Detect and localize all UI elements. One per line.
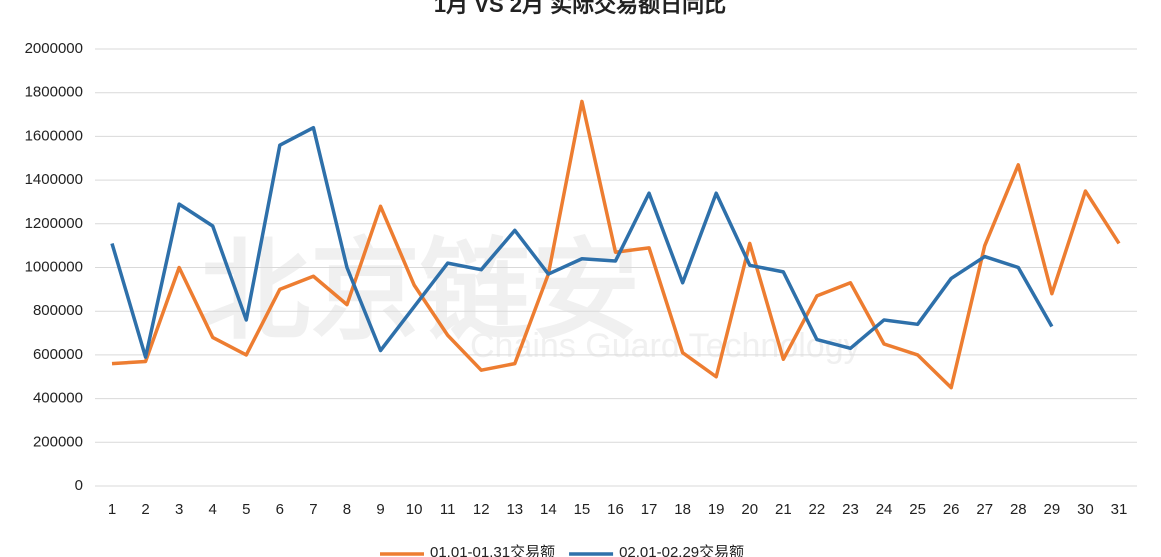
- x-tick-label: 26: [943, 501, 960, 518]
- x-tick-label: 3: [175, 501, 183, 518]
- x-tick-label: 15: [574, 501, 591, 518]
- x-tick-label: 11: [440, 501, 456, 518]
- y-tick-label: 0: [75, 477, 83, 494]
- y-tick-label: 1000000: [25, 258, 83, 275]
- x-tick-label: 30: [1077, 501, 1094, 518]
- x-tick-label: 12: [473, 501, 490, 518]
- x-tick-label: 16: [607, 501, 624, 518]
- x-tick-label: 28: [1010, 501, 1027, 518]
- legend-label: 02.01-02.29交易额: [619, 543, 744, 557]
- series-line: [110, 125, 1054, 359]
- y-tick-label: 1800000: [25, 84, 83, 101]
- x-tick-label: 7: [309, 501, 317, 518]
- x-tick-label: 27: [976, 501, 993, 518]
- x-tick-label: 22: [809, 501, 826, 518]
- x-tick-label: 29: [1044, 501, 1061, 518]
- y-tick-label: 2000000: [25, 40, 83, 57]
- x-tick-label: 1: [108, 501, 116, 518]
- x-tick-label: 10: [406, 501, 423, 518]
- x-tick-label: 17: [641, 501, 658, 518]
- x-tick-label: 14: [540, 501, 557, 518]
- x-tick-label: 6: [276, 501, 284, 518]
- watermark: Chains Guard Technology: [470, 327, 861, 365]
- x-tick-label: 25: [909, 501, 926, 518]
- x-tick-label: 13: [506, 501, 523, 518]
- y-tick-label: 1600000: [25, 127, 83, 144]
- y-tick-label: 1200000: [25, 215, 83, 232]
- series-line: [111, 99, 1121, 390]
- x-tick-label: 4: [209, 501, 217, 518]
- y-tick-label: 800000: [33, 302, 83, 319]
- x-tick-label: 18: [674, 501, 691, 518]
- x-tick-label: 24: [876, 501, 893, 518]
- x-tick-label: 2: [141, 501, 149, 518]
- x-tick-label: 9: [376, 501, 384, 518]
- x-tick-label: 8: [343, 501, 351, 518]
- y-tick-label: 1400000: [25, 171, 83, 188]
- legend-label: 01.01-01.31交易额: [430, 543, 555, 557]
- y-tick-label: 200000: [33, 433, 83, 450]
- y-tick-label: 600000: [33, 346, 83, 363]
- x-tick-label: 21: [775, 501, 792, 518]
- x-tick-label: 5: [242, 501, 250, 518]
- x-tick-label: 20: [741, 501, 758, 518]
- x-tick-label: 31: [1111, 501, 1128, 518]
- y-tick-label: 400000: [33, 390, 83, 407]
- chart-title: 1月 VS 2月 实际交易额日同比: [434, 0, 726, 17]
- x-tick-label: 23: [842, 501, 859, 518]
- x-tick-label: 19: [708, 501, 725, 518]
